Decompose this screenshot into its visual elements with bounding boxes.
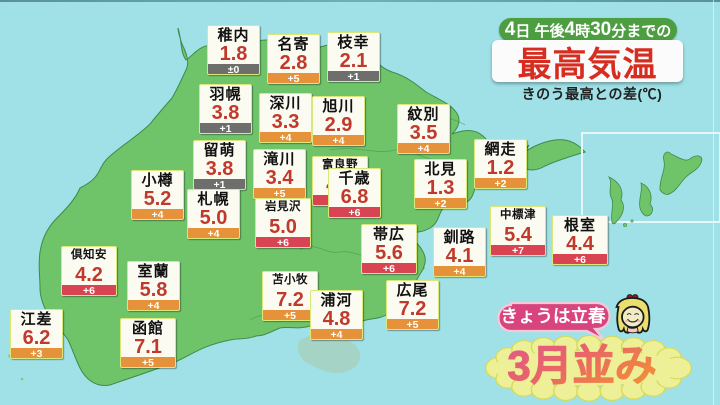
svg-text:きょうは立春: きょうは立春 <box>501 306 606 326</box>
svg-text:3月並み: 3月並み <box>507 342 656 389</box>
